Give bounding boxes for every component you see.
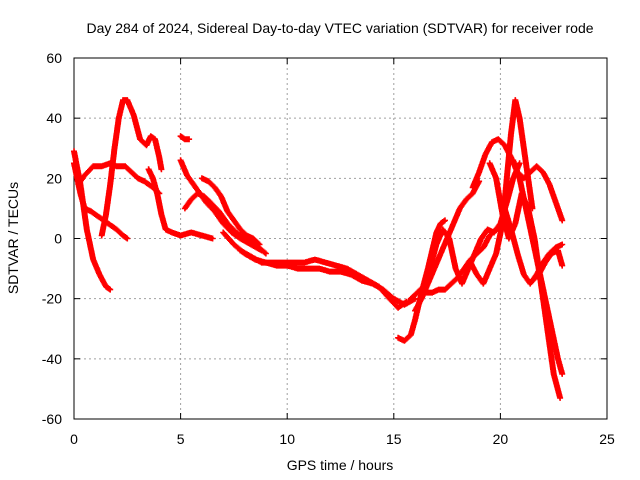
x-tick-label: 15: [386, 431, 402, 447]
series-s6: [177, 133, 193, 143]
series-markers: [237, 247, 410, 311]
x-axis-label: GPS time / hours: [287, 457, 394, 473]
series-s4: [98, 97, 165, 239]
series-markers: [145, 166, 216, 242]
series-s20: [510, 157, 566, 377]
series-markers: [412, 178, 483, 314]
series-markers: [177, 133, 193, 143]
x-tick-label: 20: [493, 431, 509, 447]
series-s15: [422, 220, 506, 296]
series-markers: [529, 247, 566, 284]
x-tick-label: 10: [279, 431, 295, 447]
data-markers: [71, 97, 566, 401]
series-s8: [181, 190, 269, 257]
y-tick-label: 0: [54, 231, 62, 247]
series-s14: [412, 178, 483, 314]
y-tick-label: -40: [42, 351, 62, 367]
axis-ticks: 0 5 10 15 20 25 -60 -40 -20 0 20 40 60: [42, 50, 615, 447]
series-markers: [198, 175, 263, 248]
y-tick-label: -60: [42, 411, 62, 427]
series-markers: [422, 220, 506, 296]
x-tick-label: 0: [70, 431, 78, 447]
series-markers: [181, 190, 269, 257]
y-axis-label: SDTVAR / TECUs: [5, 182, 21, 294]
series-s11: [237, 247, 410, 311]
y-tick-label: 60: [46, 50, 62, 66]
series-s21: [529, 247, 566, 284]
x-tick-label: 25: [599, 431, 615, 447]
series-markers: [510, 157, 566, 377]
y-tick-label: -20: [42, 291, 62, 307]
grid-lines: [74, 58, 607, 419]
y-tick-label: 20: [46, 170, 62, 186]
chart-title: Day 284 of 2024, Sidereal Day-to-day VTE…: [86, 20, 593, 36]
y-tick-label: 40: [46, 110, 62, 126]
series-markers: [98, 97, 165, 239]
series-s9: [198, 175, 263, 248]
x-tick-label: 5: [177, 431, 185, 447]
series-s5: [145, 166, 216, 242]
